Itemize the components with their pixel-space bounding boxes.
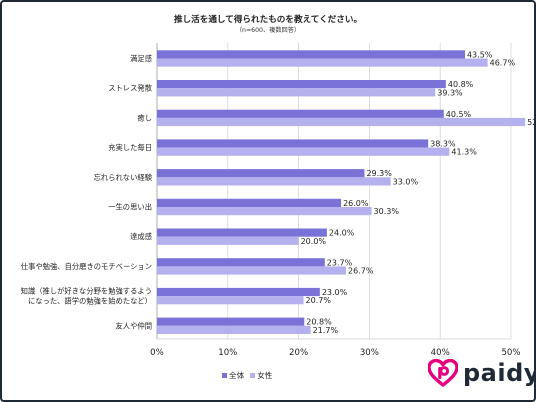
bar-7-series-1 (157, 228, 327, 237)
chart-subtitle: （n=600、複数回答） (235, 27, 301, 34)
value-label-6-series-2: 30.3% (374, 207, 400, 216)
chart-legend: 全体 女性 (222, 370, 272, 381)
logo-wordmark: paidy (463, 359, 536, 387)
bar-1-series-1 (157, 50, 465, 59)
bar-4-series-2 (157, 147, 450, 156)
value-label-7-series-2: 20.0% (301, 237, 327, 246)
bar-2-series-1 (157, 80, 446, 89)
category-label-3: 癒し (137, 113, 152, 122)
category-label-5: 忘れられない経験 (94, 173, 153, 182)
legend-swatch-series-2 (250, 373, 256, 378)
x-tick-label-4: 40% (431, 348, 450, 358)
bar-9-series-2 (157, 296, 304, 305)
chart-title: 推し活を通して得られたものを教えてください。 (173, 15, 363, 25)
bar-1-series-2 (157, 58, 488, 67)
paidy-heart-icon (428, 359, 458, 387)
bar-6-series-2 (157, 207, 372, 216)
x-tick-label-2: 20% (289, 348, 308, 358)
value-label-10-series-2: 21.7% (313, 326, 339, 335)
value-label-7-series-1: 24.0% (329, 229, 355, 238)
value-label-4-series-1: 38.3% (430, 140, 456, 149)
value-label-6-series-1: 26.0% (343, 199, 369, 208)
x-tick-label-5: 50% (501, 348, 520, 358)
value-label-5-series-1: 29.3% (366, 169, 392, 178)
bar-5-series-1 (157, 169, 365, 178)
bar-4-series-1 (157, 139, 429, 148)
bar-6-series-1 (157, 198, 342, 207)
bar-8-series-2 (157, 266, 347, 275)
x-tick-label-3: 30% (360, 348, 379, 358)
value-label-8-series-2: 26.7% (348, 267, 374, 276)
value-label-4-series-2: 41.3% (451, 148, 477, 157)
x-tick-label-0: 0% (150, 348, 164, 358)
bar-8-series-1 (157, 258, 325, 267)
value-label-2-series-2: 39.3% (437, 88, 463, 97)
bar-3-series-1 (157, 109, 444, 118)
value-label-9-series-2: 20.7% (306, 296, 332, 305)
category-label-8: 仕事や勉強、自分磨きのモチベーション (21, 262, 152, 271)
value-label-5-series-2: 33.0% (393, 177, 419, 186)
bar-5-series-2 (157, 177, 391, 186)
value-label-3-series-1: 40.5% (446, 110, 472, 119)
category-label-1: 満足感 (130, 54, 152, 63)
value-label-9-series-1: 23.0% (322, 288, 348, 297)
value-label-3-series-2: 52.0% (527, 118, 534, 127)
value-label-10-series-1: 20.8% (306, 318, 332, 327)
bar-9-series-1 (157, 287, 320, 297)
category-label-7: 達成感 (130, 232, 152, 241)
value-label-1-series-2: 46.7% (490, 59, 516, 68)
legend-item-series-1: 全体 (222, 370, 244, 381)
paidy-logo: paidy (428, 359, 536, 387)
category-label-4: 充実した毎日 (108, 143, 152, 152)
value-label-8-series-1: 23.7% (327, 258, 353, 267)
legend-label-series-1: 全体 (229, 371, 245, 380)
bar-10-series-1 (157, 317, 305, 326)
category-label-9-line-1: 知識（推しが好きな分野を勉強するよう (21, 287, 152, 296)
value-label-1-series-1: 43.5% (467, 50, 493, 59)
category-label-6: 一生の思い出 (108, 203, 152, 212)
bar-3-series-2 (157, 117, 526, 127)
bar-2-series-2 (157, 88, 436, 97)
category-label-10: 友人や仲間 (116, 321, 152, 330)
legend-swatch-series-1 (222, 373, 227, 378)
x-tick-label-1: 10% (218, 348, 237, 358)
legend-item-series-2: 女性 (250, 370, 272, 381)
category-label-9-line-2: になった、語学の勉強を始めたなど） (28, 297, 152, 306)
legend-label-series-2: 女性 (257, 371, 273, 380)
bar-7-series-2 (157, 236, 299, 245)
category-label-2: ストレス発散 (108, 84, 152, 93)
value-label-2-series-1: 40.8% (448, 80, 474, 89)
bar-10-series-2 (157, 325, 311, 334)
